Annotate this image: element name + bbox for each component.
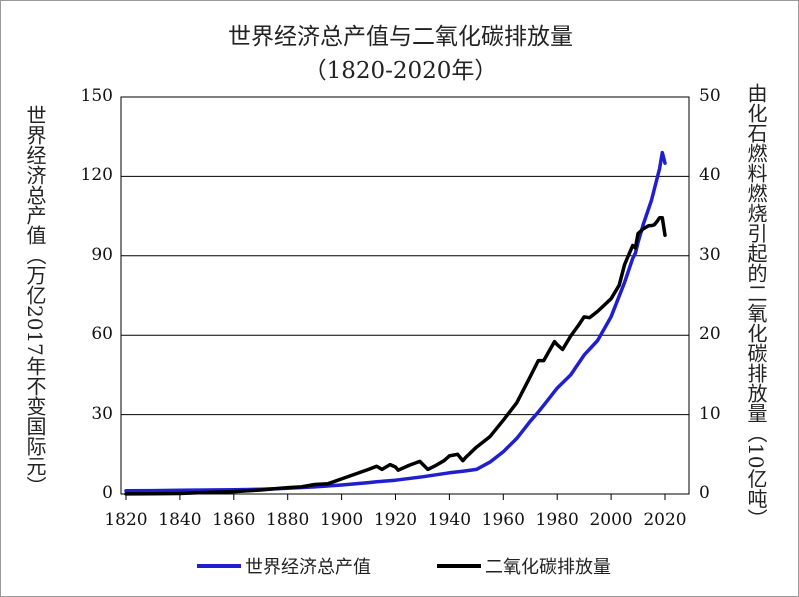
x-tick-label: 1960: [481, 510, 525, 530]
series-line-co2: [124, 215, 667, 496]
x-tick-label: 2000: [589, 510, 633, 530]
y-right-tick-label: 0: [699, 483, 710, 503]
y-right-tick-label: 30: [699, 244, 721, 265]
y-axis-left-label: 世界经济总产值（万亿2017年不变国际元）: [23, 105, 47, 496]
legend-label-gdp: 世界经济总产值: [245, 557, 371, 578]
x-tick-label: 1940: [427, 510, 472, 530]
x-tick-marks: [125, 494, 666, 500]
y-left-tick-label: 90: [91, 244, 113, 265]
gridlines: [121, 96, 689, 495]
series-line-gdp: [124, 150, 667, 493]
x-tick-label: 1980: [535, 510, 579, 530]
legend-swatch-gdp: [197, 564, 241, 568]
y-left-tick-label: 120: [80, 165, 113, 186]
chart-subtitle: （1820-2020年）: [303, 58, 498, 84]
y-left-tick-label: 30: [91, 403, 113, 424]
legend: 世界经济总产值 二氧化碳排放量: [1, 551, 799, 581]
series-layer: [124, 150, 667, 496]
x-tick-label: 1900: [319, 510, 364, 530]
legend-swatch-co2: [437, 564, 481, 568]
plot-area: [120, 96, 690, 495]
y-left-tick-label: 60: [91, 324, 113, 345]
x-tick-label: 1920: [373, 510, 418, 530]
y-right-tick-label: 10: [699, 403, 721, 424]
y-left-tick-label: 0: [102, 483, 113, 503]
x-tick-label: 1840: [158, 510, 202, 530]
y-right-tick-label: 40: [699, 165, 721, 186]
y-right-tick-label: 20: [699, 324, 721, 345]
y-axis-right-label: 由化石燃料燃烧引起的二氧化碳排放量（10亿吨）: [744, 83, 768, 529]
y-left-tick-label: 150: [80, 86, 113, 106]
x-tick-label: 2020: [643, 510, 687, 530]
x-tick-label: 1820: [104, 510, 148, 530]
chart-title: 世界经济总产值与二氧化碳排放量: [228, 24, 573, 50]
y-right-tick-label: 50: [699, 86, 721, 106]
x-tick-label: 1860: [212, 510, 256, 530]
legend-label-co2: 二氧化碳排放量: [485, 557, 611, 578]
x-tick-label: 1880: [266, 510, 310, 530]
